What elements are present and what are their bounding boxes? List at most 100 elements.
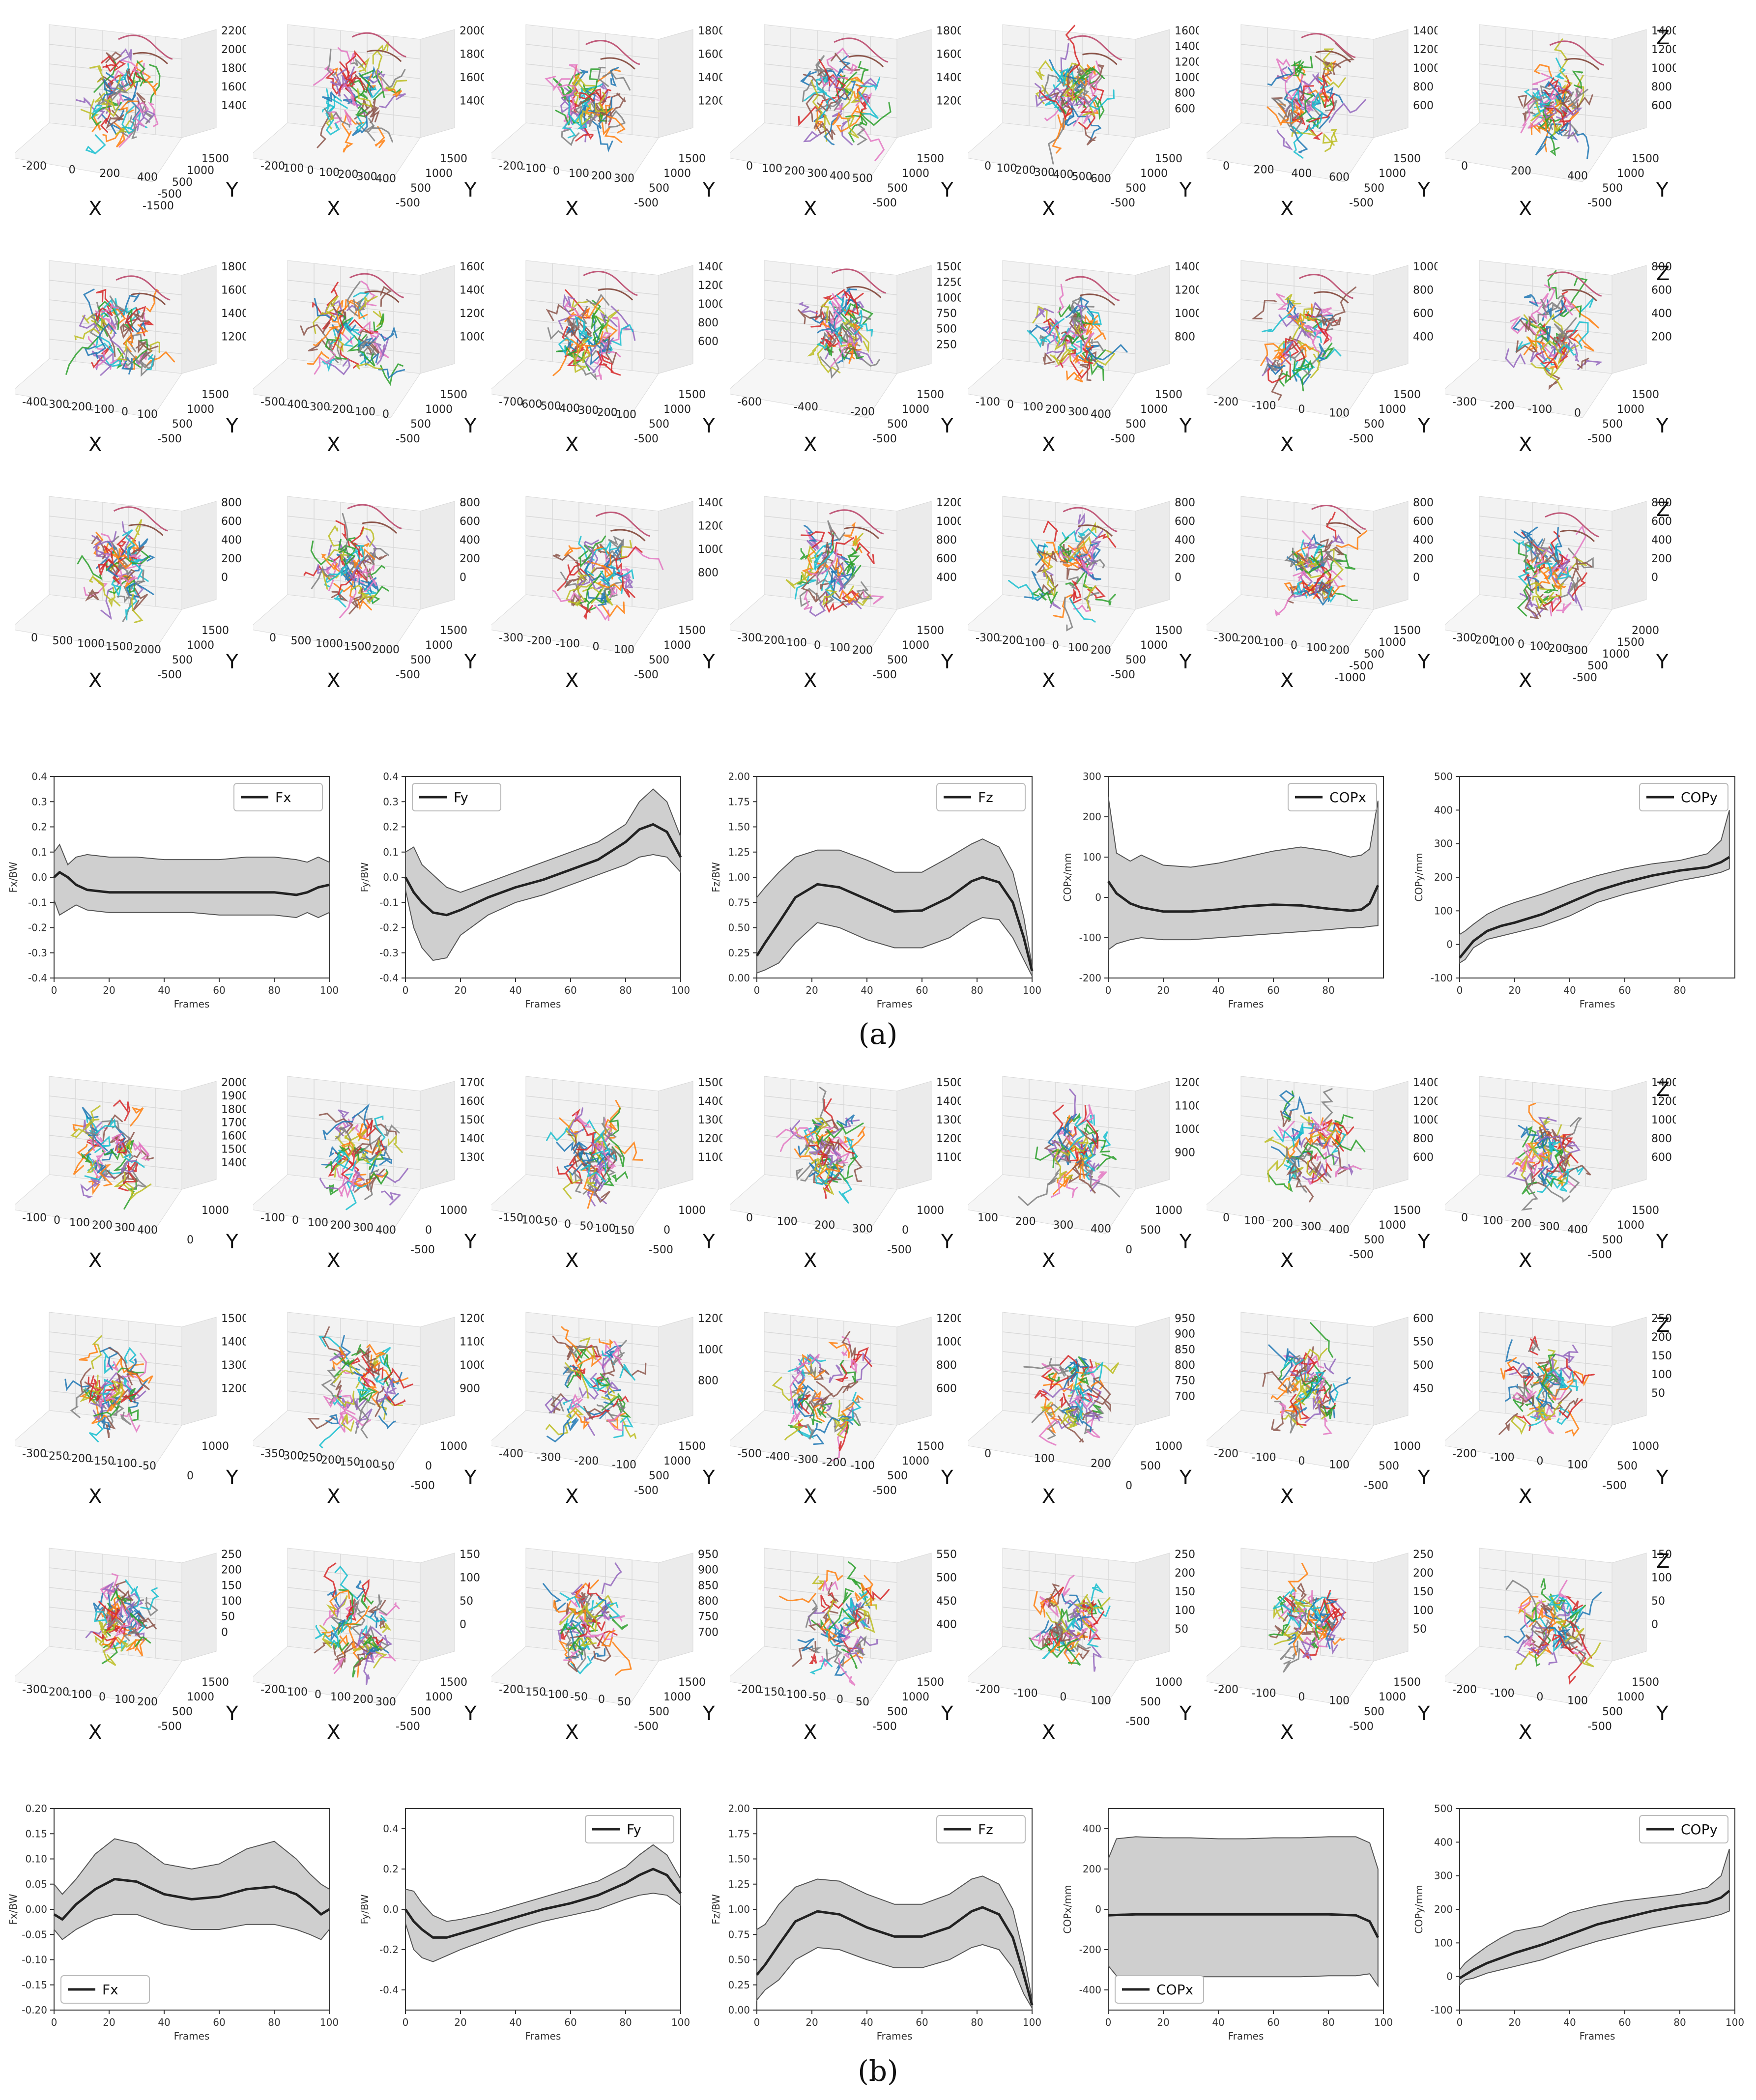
- trajectory-line: [334, 1390, 355, 1408]
- trajectory-line: [1042, 352, 1056, 365]
- mean-line: [1459, 1890, 1730, 1980]
- pane-side: [1373, 29, 1409, 138]
- z-tick-label: 1000: [1413, 1114, 1438, 1126]
- trajectory-line: [378, 1602, 400, 1616]
- trajectory-line: [373, 313, 384, 333]
- trajectory-line: [1557, 582, 1575, 599]
- trajectory-line: [820, 1617, 838, 1642]
- trajectory-line: [107, 1170, 135, 1180]
- trajectory-line: [136, 339, 159, 354]
- trajectory-line: [325, 1414, 339, 1424]
- legend-box: [1639, 1815, 1728, 1843]
- trajectory-line: [594, 91, 606, 113]
- y-tick-label: 500: [1364, 1706, 1384, 1718]
- trajectory-bundle: [1264, 1088, 1366, 1203]
- trajectory-line: [836, 55, 851, 80]
- z-tick-label: 1400: [1651, 25, 1676, 37]
- y-tick-label: 1000: [663, 403, 691, 416]
- pane-floor: [253, 1174, 421, 1234]
- trajectory-line: [567, 1107, 584, 1135]
- trajectory-line: [1048, 1168, 1061, 1185]
- trajectory-line: [1065, 276, 1120, 301]
- x-tick-label: -100: [351, 406, 375, 418]
- trajectory-line: [128, 1379, 148, 1409]
- x-axis-letter: X: [327, 669, 340, 692]
- z-tick-label: 1800: [221, 1103, 246, 1116]
- x-tick-label: -250: [45, 1450, 69, 1463]
- trajectory-line: [100, 102, 111, 133]
- y-tick-label: 1500: [1393, 1676, 1421, 1689]
- y-axis-letter: Y: [1417, 1702, 1430, 1725]
- axes-box: [491, 1076, 693, 1234]
- x-tick-label: 300: [614, 173, 634, 185]
- trajectory-line: [609, 587, 618, 599]
- trajectory-line: [847, 330, 863, 347]
- x-tick-label: -100: [90, 403, 115, 416]
- pane-side: [1135, 265, 1170, 374]
- y-tick-label: 1000: [425, 1691, 453, 1703]
- trajectory-bundle: [545, 40, 640, 153]
- y-tick-label: 500: [1140, 1696, 1161, 1708]
- trajectory-line: [1307, 1372, 1326, 1390]
- x-tick-label: 80: [268, 984, 280, 996]
- mean-line: [755, 876, 1034, 972]
- trajectory-line: [87, 336, 106, 369]
- y-tick-label: 1500: [1617, 636, 1644, 649]
- trajectory-line: [1559, 1171, 1569, 1192]
- legend: Fx: [233, 783, 323, 811]
- x-tick-label: 200: [353, 1694, 374, 1706]
- gridline: [49, 1351, 182, 1367]
- trajectory-line: [145, 79, 158, 95]
- y-tick-label: 1500: [1632, 153, 1659, 165]
- trajectory-line: [559, 1117, 580, 1138]
- trajectory-line: [1551, 1634, 1575, 1655]
- z-tick-label: 50: [1651, 1387, 1665, 1400]
- trajectory-line: [1515, 1649, 1546, 1670]
- trajectory-line: [115, 120, 132, 136]
- trajectory-line: [813, 121, 828, 131]
- x-tick-label: 40: [861, 984, 873, 996]
- x-tick-label: 100: [777, 1216, 798, 1228]
- trajectory-line: [341, 112, 365, 136]
- y-axis-letter: Y: [702, 1231, 715, 1253]
- trajectory-line: [384, 80, 407, 90]
- trajectory-line: [1322, 1127, 1342, 1149]
- y-tick-label: 0.2: [383, 821, 399, 833]
- trajectory-line: [328, 525, 341, 547]
- trajectory-line: [856, 581, 873, 600]
- trajectory-line: [103, 543, 129, 568]
- gridline: [764, 1115, 897, 1131]
- trajectory-line: [1088, 1621, 1098, 1642]
- trajectory-line: [318, 1423, 345, 1448]
- y-tick-label: 0.05: [25, 1878, 47, 1890]
- trajectory-line: [1283, 82, 1303, 104]
- trajectory-line: [1065, 25, 1081, 73]
- trajectory-line: [1071, 1158, 1083, 1176]
- trajectory-line: [573, 1170, 583, 1193]
- x-tick-label: 100: [1034, 1453, 1055, 1465]
- trajectory-line: [1310, 1322, 1333, 1358]
- trajectory-line: [1537, 102, 1557, 119]
- trajectory-line: [1039, 591, 1058, 605]
- trajectory-line: [1558, 1398, 1583, 1419]
- trajectory-line: [592, 1133, 610, 1156]
- trajectory-line: [1031, 539, 1048, 554]
- trajectory-line: [338, 539, 355, 550]
- trajectory-line: [1066, 369, 1084, 383]
- trajectory-line: [1535, 1397, 1553, 1410]
- trajectory-line: [1566, 1358, 1595, 1384]
- x-tick-label: 300: [807, 168, 828, 180]
- trajectory-line: [810, 311, 825, 328]
- y-axis-letter: Y: [1417, 651, 1430, 673]
- trajectory-line: [1554, 344, 1579, 357]
- trajectory-line: [127, 1388, 146, 1401]
- pane-side: [1612, 1317, 1647, 1426]
- x-tick-label: 20: [806, 2016, 818, 2028]
- trajectory-line: [79, 1344, 98, 1361]
- y-tick-label: 1.75: [728, 1828, 750, 1840]
- trajectory-bundle: [77, 506, 168, 623]
- trajectory-line: [336, 66, 355, 88]
- z-tick-label: 800: [1413, 81, 1434, 93]
- pane-floor: [1207, 1174, 1374, 1234]
